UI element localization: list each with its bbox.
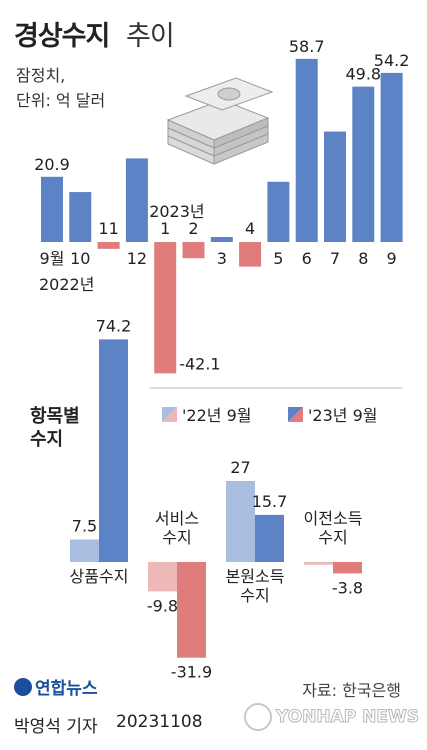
legend-2022: '22년 9월 xyxy=(162,402,251,426)
item-section-title-line2: 수지 xyxy=(30,429,64,450)
trend-category-10: 7 xyxy=(330,249,340,268)
watermark-icon xyxy=(244,703,272,731)
trend-bar-0 xyxy=(41,176,63,242)
trend-value-11: 49.8 xyxy=(345,65,381,84)
page-title-suffix: 추이 xyxy=(126,21,175,52)
trend-category-5: 2 xyxy=(188,219,198,238)
trend-category-2: 11 xyxy=(98,219,118,238)
trend-bar-5 xyxy=(182,242,205,259)
item-value-0-0: 7.5 xyxy=(72,517,97,536)
trend-bar-8 xyxy=(267,181,290,242)
item-value-1-2: 15.7 xyxy=(252,492,288,511)
item-value-0-2: 27 xyxy=(230,458,250,477)
item-value-1-0: 74.2 xyxy=(96,316,132,335)
trend-bar-4 xyxy=(154,242,177,374)
trend-year-2023: 2023년 xyxy=(149,202,204,221)
trend-value-9: 58.7 xyxy=(289,37,325,56)
legend-2023-swatch xyxy=(288,406,303,422)
trend-category-12: 9 xyxy=(387,249,397,268)
trend-category-4: 1 xyxy=(160,219,170,238)
item-category-0: 상품수지 xyxy=(70,567,129,586)
item-bar-1-1 xyxy=(177,562,206,658)
trend-value-12: 54.2 xyxy=(374,51,410,70)
money-stack-icon xyxy=(166,77,274,165)
legend-2023-label: '23년 9월 xyxy=(308,406,378,425)
source-note: 자료: 한국은행 xyxy=(302,681,401,700)
item-section-title-line1: 항목별 xyxy=(30,406,80,427)
trend-category-9: 6 xyxy=(302,249,312,268)
legend-2023: '23년 9월 xyxy=(288,402,377,426)
item-value-1-3: -3.8 xyxy=(332,578,363,597)
item-category-3: 이전소득 수지 xyxy=(304,509,363,547)
item-category-1: 서비스 수지 xyxy=(155,509,199,547)
trend-category-8: 5 xyxy=(273,249,283,268)
item-value-1-1: -31.9 xyxy=(171,663,212,682)
item-bar-1-2 xyxy=(255,514,284,562)
trend-category-7: 4 xyxy=(245,219,255,238)
item-bar-0-0 xyxy=(70,539,99,562)
trend-value-4: -42.1 xyxy=(179,354,220,373)
item-category-2: 본원소득 수지 xyxy=(226,567,285,605)
item-bar-1-3 xyxy=(333,562,362,574)
trend-bar-11 xyxy=(352,86,375,243)
trend-bar-12 xyxy=(380,72,403,242)
trend-year-2022: 2022년 xyxy=(39,275,94,294)
trend-category-11: 8 xyxy=(358,249,368,268)
trend-bar-10 xyxy=(324,131,346,242)
yonhap-logo-text: 연합뉴스 xyxy=(35,679,98,699)
yonhap-watermark: YONHAP NEWS xyxy=(244,703,419,731)
publish-date: 20231108 xyxy=(116,712,203,732)
reporter-name: 박영석 기자 xyxy=(14,717,98,737)
item-bar-1-0 xyxy=(99,339,128,562)
trend-category-6: 3 xyxy=(217,249,227,268)
trend-category-3: 12 xyxy=(127,249,147,268)
item-bar-0-1 xyxy=(148,562,177,592)
yonhap-logo-icon xyxy=(14,677,32,696)
trend-bar-6 xyxy=(210,237,233,242)
item-bar-0-3 xyxy=(304,562,333,565)
trend-bar-9 xyxy=(295,58,318,242)
trend-category-1: 10 xyxy=(70,249,90,268)
item-value-0-1: -9.8 xyxy=(147,596,178,615)
trend-bar-1 xyxy=(69,192,92,242)
watermark-text: YONHAP NEWS xyxy=(276,707,420,728)
trend-bar-3 xyxy=(125,158,148,242)
yonhap-logo: 연합뉴스 xyxy=(14,674,98,699)
item-bar-0-2 xyxy=(226,481,255,562)
legend-2022-label: '22년 9월 xyxy=(182,406,252,425)
page-title: 경상수지 xyxy=(14,21,110,52)
trend-value-0: 20.9 xyxy=(34,155,70,174)
trend-bar-2 xyxy=(97,242,120,249)
legend-2022-swatch xyxy=(162,406,177,422)
trend-category-0: 9월 xyxy=(40,249,65,268)
trend-bar-7 xyxy=(239,242,262,267)
provisional-note: 잠정치, xyxy=(16,66,66,85)
unit-label: 단위: 억 달러 xyxy=(16,91,106,110)
